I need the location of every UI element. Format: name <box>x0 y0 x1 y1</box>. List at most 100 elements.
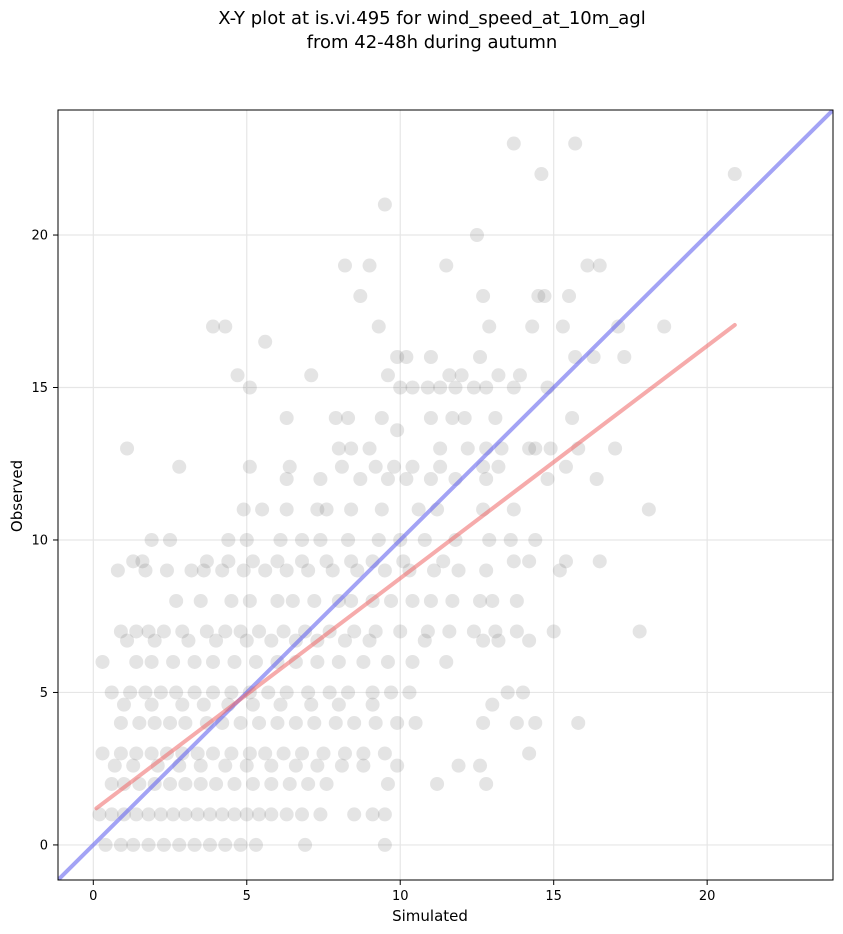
data-point <box>313 471 328 486</box>
data-point <box>172 459 187 474</box>
data-point <box>273 532 288 547</box>
data-point <box>390 715 405 730</box>
data-point <box>230 368 245 383</box>
data-point <box>175 624 190 639</box>
data-point <box>279 685 294 700</box>
data-point <box>104 776 119 791</box>
data-point <box>568 136 583 151</box>
data-point <box>657 319 672 334</box>
data-point <box>451 563 466 578</box>
data-point <box>288 758 303 773</box>
data-point <box>334 459 349 474</box>
data-point <box>485 697 500 712</box>
data-point <box>135 554 150 569</box>
data-point <box>426 563 441 578</box>
data-point <box>307 593 322 608</box>
data-point <box>531 289 546 304</box>
data-point <box>104 807 119 822</box>
data-point <box>215 563 230 578</box>
data-point <box>153 685 168 700</box>
data-point <box>469 228 484 243</box>
data-point <box>405 380 420 395</box>
data-point <box>331 441 346 456</box>
data-point <box>141 807 156 822</box>
data-point <box>380 654 395 669</box>
data-point <box>264 758 279 773</box>
data-point <box>528 532 543 547</box>
data-point <box>242 380 257 395</box>
data-point <box>344 441 359 456</box>
data-point <box>727 167 742 182</box>
data-point <box>138 685 153 700</box>
data-point <box>123 685 138 700</box>
data-point <box>319 776 334 791</box>
data-point <box>411 502 426 517</box>
data-point <box>408 715 423 730</box>
data-point <box>163 532 178 547</box>
data-point <box>199 554 214 569</box>
data-point <box>337 633 352 648</box>
chart-title-line-1: X-Y plot at is.vi.495 for wind_speed_at_… <box>218 8 645 29</box>
data-point <box>537 289 552 304</box>
data-point <box>252 624 267 639</box>
data-point <box>181 633 196 648</box>
data-point <box>543 441 558 456</box>
data-point <box>258 334 273 349</box>
data-point <box>301 685 316 700</box>
data-point <box>402 685 417 700</box>
data-point <box>166 654 181 669</box>
data-point <box>166 807 181 822</box>
data-point <box>423 471 438 486</box>
data-point <box>178 776 193 791</box>
data-point <box>227 776 242 791</box>
data-point <box>92 807 107 822</box>
data-point <box>405 459 420 474</box>
y-axis-label: Observed <box>8 460 26 532</box>
data-point <box>319 502 334 517</box>
y-tick-label: 5 <box>40 686 48 701</box>
data-point <box>298 837 313 852</box>
data-point <box>255 502 270 517</box>
data-point <box>221 554 236 569</box>
data-point <box>390 350 405 365</box>
data-point <box>202 807 217 822</box>
data-point <box>298 624 313 639</box>
data-point <box>147 715 162 730</box>
data-point <box>368 459 383 474</box>
data-point <box>307 715 322 730</box>
data-point <box>221 532 236 547</box>
data-point <box>95 654 110 669</box>
data-point <box>334 758 349 773</box>
grid <box>58 110 833 880</box>
data-point <box>328 411 343 425</box>
data-point <box>611 319 626 334</box>
data-point <box>377 197 392 212</box>
data-point <box>473 758 488 773</box>
data-point <box>224 593 239 608</box>
data-point <box>344 554 359 569</box>
data-point <box>113 624 128 639</box>
x-tick-label: 20 <box>699 889 716 904</box>
data-point <box>420 624 435 639</box>
data-point <box>473 350 488 365</box>
data-point <box>522 746 537 761</box>
data-point <box>126 837 141 852</box>
data-point <box>347 715 362 730</box>
data-point <box>313 807 328 822</box>
data-point <box>282 776 297 791</box>
data-point <box>528 715 543 730</box>
data-point <box>295 532 310 547</box>
data-point <box>304 368 319 383</box>
data-point <box>224 685 239 700</box>
data-point <box>506 502 521 517</box>
data-point <box>433 441 448 456</box>
data-point <box>285 593 300 608</box>
data-point <box>245 776 260 791</box>
data-point <box>442 368 457 383</box>
data-point <box>506 380 521 395</box>
data-point <box>442 624 457 639</box>
data-point <box>245 697 260 712</box>
data-point <box>503 532 518 547</box>
data-point <box>384 593 399 608</box>
